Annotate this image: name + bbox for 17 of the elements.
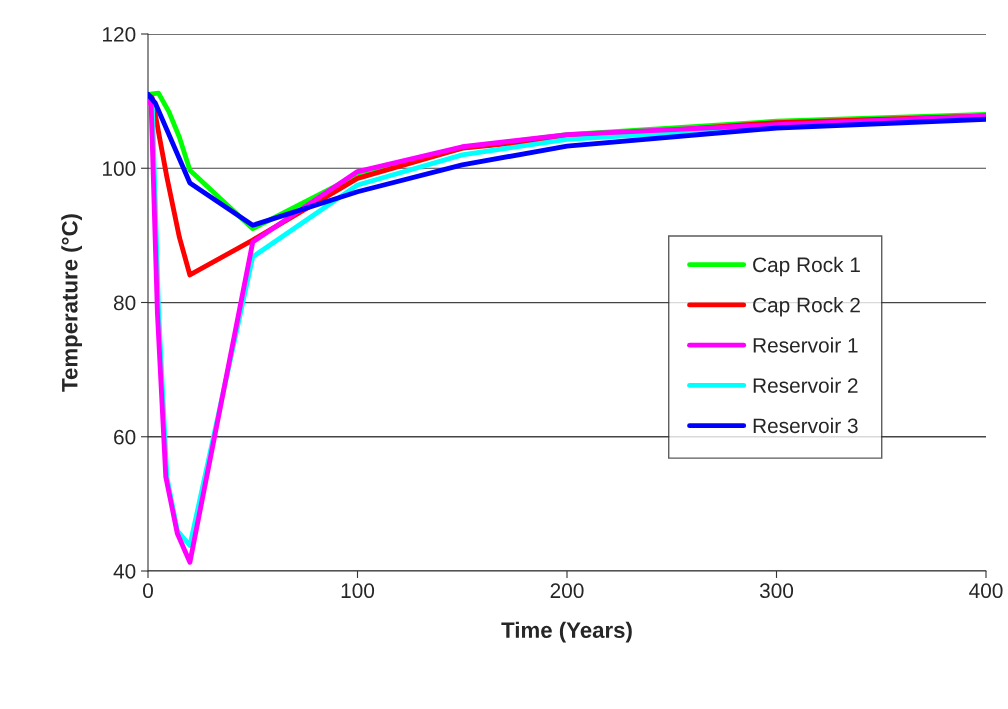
legend-label: Cap Rock 2 (753, 297, 860, 317)
x-tick-label: 200 (550, 583, 584, 599)
legend-label: Reservoir 1 (753, 337, 858, 353)
y-tick-label: 120 (103, 27, 136, 42)
x-tick-label: 100 (341, 583, 375, 599)
legend-label: Reservoir 2 (753, 377, 858, 393)
x-tick-label: 300 (759, 583, 794, 599)
y-tick-label: 80 (113, 295, 136, 311)
x-axis-title: Time (Years) (501, 621, 632, 643)
x-tick-label: 400 (969, 583, 1003, 599)
legend-label: Cap Rock 1 (753, 256, 860, 277)
x-tick-label: 0 (143, 583, 153, 599)
y-axis-title: Temperature (°C) (61, 214, 82, 392)
y-tick-label: 40 (113, 564, 136, 579)
y-tick-label: 100 (103, 161, 136, 176)
y-tick-label: 60 (114, 429, 136, 445)
legend-label: Reservoir 3 (753, 417, 858, 434)
